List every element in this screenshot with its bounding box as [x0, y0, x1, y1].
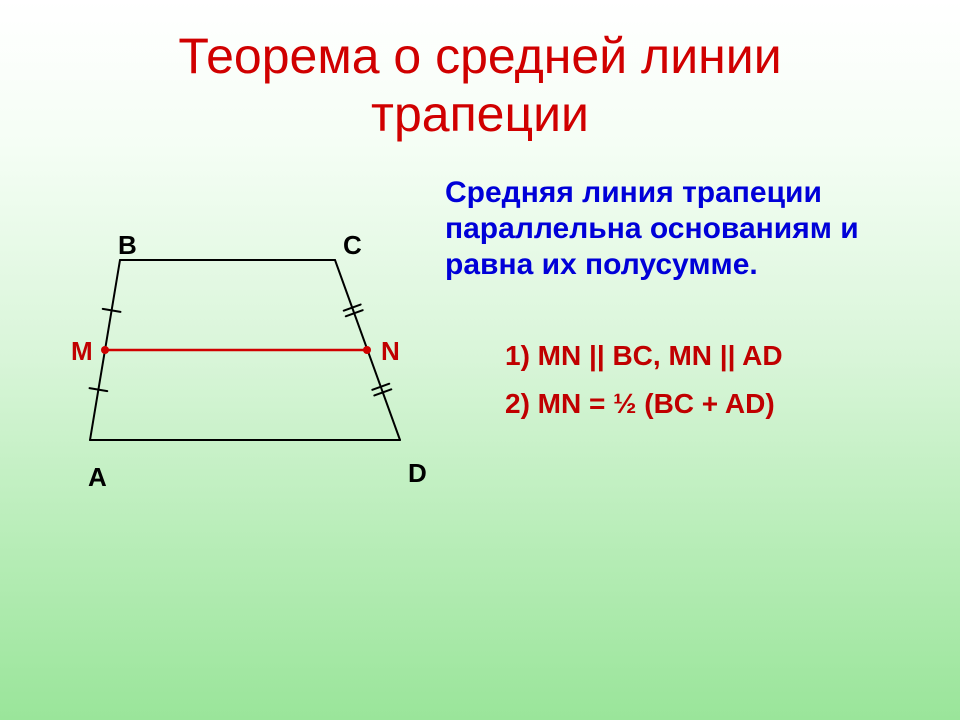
trapezoid-diagram: A B C D M N — [60, 225, 440, 505]
point-label-B: B — [118, 230, 137, 261]
title-line-2: трапеции — [371, 86, 589, 142]
point-label-N: N — [381, 336, 400, 367]
point-label-A: A — [88, 462, 107, 493]
point-label-C: C — [343, 230, 362, 261]
slide-title: Теорема о средней линии трапеции — [0, 0, 960, 143]
property-2: 2) MN = ½ (BC + AD) — [505, 388, 775, 420]
point-label-D: D — [408, 458, 427, 489]
title-line-1: Теорема о средней линии — [178, 28, 781, 84]
theorem-statement: Средняя линия трапеции параллельна основ… — [445, 175, 945, 283]
point-label-M: M — [71, 336, 93, 367]
property-1: 1) MN || BC, MN || AD — [505, 340, 783, 372]
